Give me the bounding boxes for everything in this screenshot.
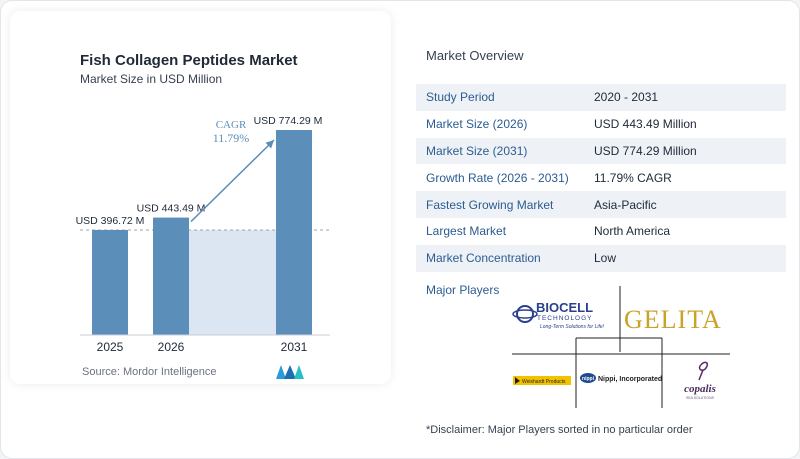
weishardt-name: Weishardt Products: [522, 379, 566, 385]
bar-value-label: USD 443.49 M: [137, 203, 206, 215]
bar-value-label: USD 396.72 M: [76, 215, 145, 227]
bar-value-label: USD 774.29 M: [254, 115, 323, 127]
cagr-label: CAGR: [216, 119, 247, 131]
row-value: 11.79% CAGR: [594, 170, 672, 185]
nippi-mark: nippi: [582, 376, 595, 382]
biocell-sub: TECHNOLOGY: [537, 315, 593, 322]
x-tick-label: 2025: [97, 340, 124, 354]
row-value: Asia-Pacific: [594, 197, 657, 212]
row-label: Market Concentration: [426, 251, 541, 266]
major-players-title: Major Players: [426, 283, 500, 297]
bar-2031: [276, 130, 312, 335]
cagr-value: 11.79%: [213, 131, 250, 145]
row-value: North America: [594, 224, 671, 239]
overview-table: Study Period 2020 - 2031 Market Size (20…: [416, 84, 786, 272]
source-note: Source: Mordor Intelligence: [82, 366, 217, 378]
copalis-logo: copalis SEA SOLUTIONS: [684, 361, 716, 400]
overview-row: Market Size (2031) USD 774.29 Million: [416, 137, 786, 165]
overview-row: Fastest Growing Market Asia-Pacific: [416, 191, 786, 218]
biocell-tagline: Long-Term Solutions for Life!: [540, 324, 605, 330]
growth-shade-area: [189, 229, 276, 335]
biocell-name: BIOCELL: [536, 300, 593, 315]
overview-row: Market Concentration Low: [416, 244, 786, 272]
weishardt-logo: Weishardt Products: [513, 376, 571, 385]
bar-2026: [153, 217, 189, 335]
biocell-logo: BIOCELL TECHNOLOGY Long-Term Solutions f…: [512, 300, 605, 330]
overview-row: Growth Rate (2026 - 2031) 11.79% CAGR: [416, 164, 786, 191]
row-value: USD 774.29 Million: [594, 143, 697, 158]
copalis-sub: SEA SOLUTIONS: [686, 396, 715, 400]
overview-row: Market Size (2026) USD 443.49 Million: [416, 111, 786, 138]
overview-title: Market Overview: [426, 48, 524, 63]
copalis-name: copalis: [684, 383, 716, 395]
row-value: USD 443.49 Million: [594, 117, 697, 132]
cagr-arrowhead: [265, 140, 274, 149]
nippi-name: Nippi, Incorporated: [598, 376, 662, 383]
nippi-logo: nippi Nippi, Incorporated: [580, 373, 662, 383]
cagr-arrow: [190, 139, 275, 223]
chart-title: Fish Collagen Peptides Market: [80, 52, 298, 69]
gelita-logo: GELITA: [624, 305, 722, 334]
x-tick-label: 2026: [158, 340, 185, 354]
row-label: Growth Rate (2026 - 2031): [426, 170, 569, 185]
row-label: Study Period: [426, 90, 495, 105]
disclaimer: *Disclaimer: Major Players sorted in no …: [426, 424, 693, 436]
row-label: Largest Market: [426, 224, 507, 239]
major-players-logos: BIOCELL TECHNOLOGY Long-Term Solutions f…: [512, 286, 730, 408]
overview-row: Largest Market North America: [416, 218, 786, 245]
bar-2025: [92, 229, 128, 335]
chart-subtitle: Market Size in USD Million: [80, 72, 223, 86]
row-value: Low: [594, 251, 617, 266]
mordor-logo-icon: [276, 365, 304, 379]
overview-row: Study Period 2020 - 2031: [416, 84, 786, 111]
row-label: Fastest Growing Market: [426, 197, 554, 212]
x-tick-label: 2031: [281, 340, 308, 354]
row-label: Market Size (2026): [426, 117, 528, 132]
row-label: Market Size (2031): [426, 143, 528, 158]
row-value: 2020 - 2031: [594, 90, 659, 105]
